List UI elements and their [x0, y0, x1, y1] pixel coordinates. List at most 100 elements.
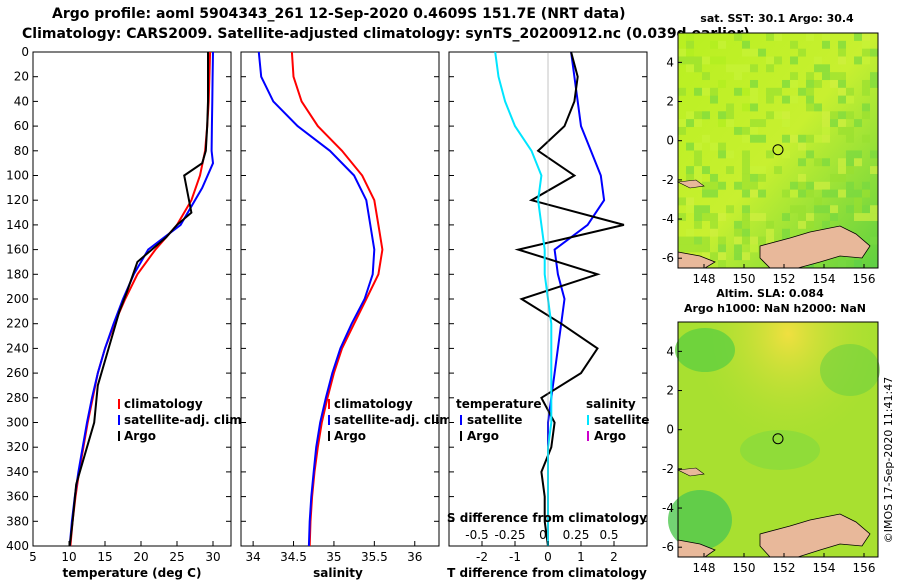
- sst-cell: [854, 189, 862, 198]
- sst-cell: [718, 213, 726, 221]
- differences-xtick-label: 1: [577, 550, 585, 564]
- sst-cell: [846, 126, 854, 135]
- legend-swatch-satellite: [118, 415, 120, 425]
- sst-cell: [822, 158, 830, 167]
- sst-cell: [686, 64, 694, 73]
- sst-cell: [742, 103, 750, 112]
- sst-cell: [726, 166, 734, 175]
- sla-map-ytick-label: -4: [662, 501, 674, 515]
- sla-land-manus: [676, 467, 705, 477]
- sst-cell: [710, 220, 718, 229]
- legend-label-s-argo: Argo: [594, 429, 626, 443]
- sst-cell: [806, 33, 814, 41]
- legend-title-temperature: temperature: [456, 397, 541, 411]
- sst-cell: [718, 244, 726, 253]
- sla-map-xtick-label: 152: [773, 561, 796, 575]
- sst-cell: [854, 158, 862, 167]
- sst-cell: [686, 173, 694, 182]
- sst-map-title: sat. SST: 30.1 Argo: 30.4: [700, 12, 854, 25]
- sst-map-ytick-label: 4: [666, 55, 674, 69]
- sst-cell: [742, 236, 750, 245]
- sst-cell: [806, 181, 814, 190]
- sst-cell: [742, 126, 750, 135]
- depth-tick-label: 100: [6, 169, 29, 183]
- sst-cell: [742, 220, 750, 229]
- sla-argo-marker: [772, 433, 784, 445]
- sst-cell: [686, 56, 694, 65]
- sst-cell: [726, 64, 734, 73]
- difference-top-tick-label: -0.25: [494, 528, 525, 542]
- sst-cell: [702, 236, 710, 245]
- sst-cell: [702, 181, 710, 190]
- sst-cell: [718, 142, 726, 151]
- sst-cell: [798, 48, 806, 57]
- sst-cell: [710, 189, 718, 198]
- sst-cell: [838, 95, 846, 104]
- sst-cell: [742, 158, 750, 167]
- sst-cell: [702, 213, 710, 221]
- legend-swatch-s-argo: [587, 431, 589, 441]
- legend-swatch-t-argo: [460, 431, 462, 441]
- sst-cell: [694, 220, 702, 229]
- sst-cell: [702, 56, 710, 65]
- sla-map-xtick-label: 156: [853, 561, 876, 575]
- sst-cell: [854, 33, 862, 41]
- sst-cell: [846, 87, 854, 96]
- sla-map-ytick-label: 0: [666, 423, 674, 437]
- sst-cell: [870, 236, 878, 245]
- temperature-legend: climatology satellite-adj. clim. Argo: [118, 397, 246, 443]
- sst-cell: [782, 213, 790, 221]
- sst-cell: [774, 111, 782, 120]
- sst-cell: [766, 150, 774, 159]
- sst-cell: [686, 166, 694, 175]
- legend-label-t-satellite: satellite: [467, 413, 522, 427]
- sst-cell: [678, 244, 686, 253]
- sst-cell: [838, 173, 846, 182]
- sst-cell: [798, 173, 806, 182]
- sst-cell: [846, 150, 854, 159]
- sst-cell: [838, 260, 846, 268]
- legend-label-climatology: climatology: [124, 397, 203, 411]
- sst-cell: [750, 64, 758, 73]
- sst-cell: [702, 166, 710, 175]
- sst-cell: [846, 166, 854, 175]
- sst-cell: [710, 213, 718, 221]
- sla-blob-green-sw: [668, 490, 732, 550]
- sst-cell: [846, 189, 854, 198]
- sst-cell: [854, 56, 862, 65]
- sst-cell: [718, 56, 726, 65]
- legend-swatch-climatology-s: [328, 399, 330, 409]
- sst-cell: [750, 134, 758, 143]
- sst-cell: [782, 228, 790, 237]
- salinity-axes: [240, 51, 440, 547]
- sst-cell: [702, 134, 710, 143]
- sst-cell: [758, 173, 766, 182]
- sst-cell: [862, 111, 870, 120]
- sst-cell: [758, 166, 766, 175]
- sst-cell: [750, 119, 758, 128]
- sst-cell: [750, 103, 758, 112]
- sst-cell: [774, 166, 782, 175]
- sst-cell: [726, 150, 734, 159]
- imos-credit: ©IMOS 17-Sep-2020 11:41:47: [882, 377, 895, 543]
- sst-cell: [822, 126, 830, 135]
- sst-cell: [750, 213, 758, 221]
- legend-swatch-s-satellite: [587, 415, 589, 425]
- sst-cell: [686, 40, 694, 49]
- sst-cell: [742, 40, 750, 49]
- sst-cell: [862, 40, 870, 49]
- sst-cell: [750, 189, 758, 198]
- salinity-series-satellite-adj-clim-: [257, 51, 376, 547]
- depth-tick-label: 140: [6, 218, 29, 232]
- sst-cell: [806, 87, 814, 96]
- sst-cell: [694, 158, 702, 167]
- difference-panel: -2 -1 0 1 2 T difference from climatology S …: [447, 51, 649, 580]
- legend-swatch-climatology: [118, 399, 120, 409]
- sst-cell: [766, 236, 774, 245]
- sst-cell: [742, 189, 750, 198]
- sst-cell: [838, 119, 846, 128]
- sst-cell: [854, 213, 862, 221]
- sst-cell: [782, 189, 790, 198]
- difference-legend-salinity: salinity satellite Argo: [586, 397, 649, 443]
- sst-map: sat. SST: 30.1 Argo: 30.4 148 150 152 154 15…: [662, 12, 879, 286]
